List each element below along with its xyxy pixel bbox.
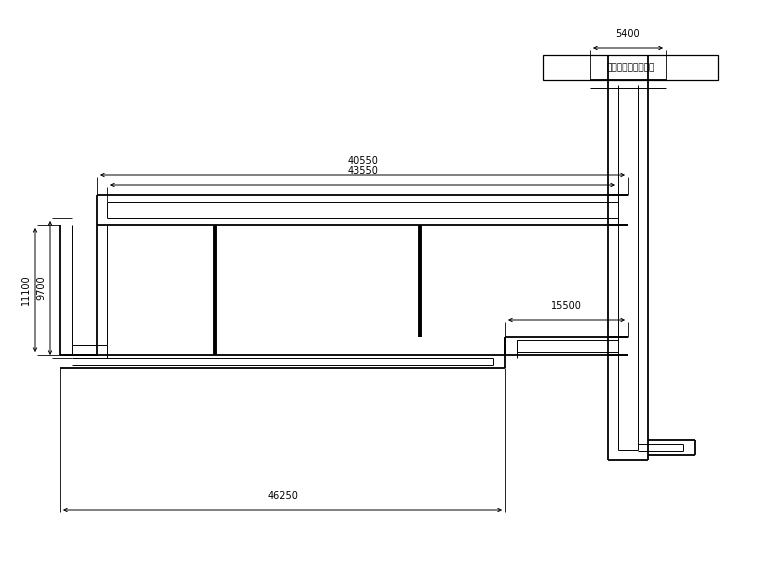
Text: 9700: 9700 xyxy=(36,276,46,300)
Text: 46250: 46250 xyxy=(267,491,298,501)
Text: 11100: 11100 xyxy=(21,275,31,306)
Text: 43550: 43550 xyxy=(347,166,378,176)
Text: 5400: 5400 xyxy=(616,29,641,39)
Text: 40550: 40550 xyxy=(347,156,378,166)
Text: 原地压实已完成部分: 原地压实已完成部分 xyxy=(606,63,654,72)
Bar xyxy=(543,55,718,80)
Text: 15500: 15500 xyxy=(551,301,582,311)
